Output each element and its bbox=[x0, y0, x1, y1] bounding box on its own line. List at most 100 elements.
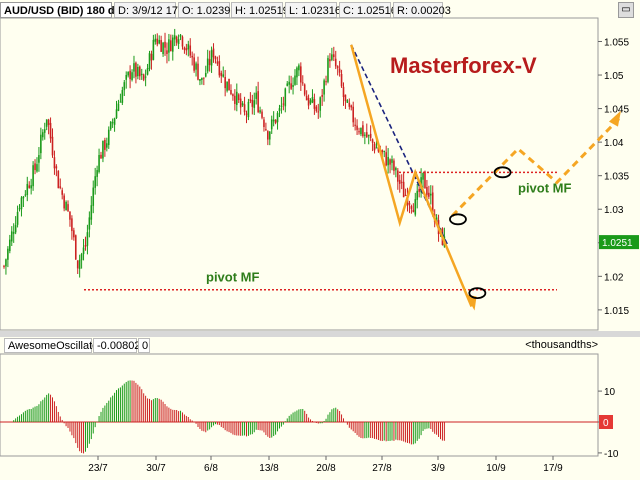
candle-body bbox=[168, 39, 170, 53]
price-axis-label: 1.03 bbox=[604, 205, 624, 216]
candle-body bbox=[16, 211, 19, 225]
candle-body bbox=[51, 136, 54, 156]
candle-body bbox=[234, 95, 236, 104]
candle-body bbox=[111, 122, 114, 124]
candle-body bbox=[43, 129, 46, 133]
oscillator-name[interactable]: AwesomeOscillator bbox=[4, 338, 102, 353]
candle-body bbox=[290, 83, 292, 89]
candle-body bbox=[40, 134, 42, 154]
candle-body bbox=[199, 79, 201, 81]
candle-body bbox=[160, 40, 162, 52]
candle-body bbox=[385, 152, 387, 166]
candle-body bbox=[73, 230, 75, 238]
candle-body bbox=[102, 140, 104, 159]
candle-body bbox=[305, 95, 308, 101]
candle-body bbox=[333, 54, 335, 58]
candle-body bbox=[204, 72, 207, 77]
window-menu-icon[interactable]: ▭ bbox=[618, 2, 634, 18]
candle-body bbox=[76, 260, 79, 269]
candle-body bbox=[404, 194, 407, 196]
x-axis-label: 10/9 bbox=[486, 463, 506, 474]
candle-body bbox=[171, 37, 174, 52]
candle-body bbox=[309, 100, 312, 104]
candle-body bbox=[166, 50, 168, 54]
candle-body bbox=[216, 61, 219, 64]
candle-body bbox=[26, 183, 29, 196]
candle-body bbox=[115, 109, 118, 118]
candle-body bbox=[301, 82, 304, 84]
price-axis-label: 1.025 bbox=[604, 239, 629, 250]
candle-body bbox=[36, 164, 38, 172]
candle-body bbox=[53, 157, 56, 169]
target-marker bbox=[493, 166, 512, 179]
candle-body bbox=[344, 94, 347, 102]
candle-body bbox=[45, 119, 48, 127]
oscillator-value: -0.008022 bbox=[93, 338, 147, 353]
candle-body bbox=[338, 68, 341, 73]
low-readout: L: 1.02316 bbox=[285, 2, 341, 18]
candle-body bbox=[170, 40, 172, 51]
candle-body bbox=[137, 66, 139, 77]
candle-body bbox=[10, 231, 13, 242]
candle-body bbox=[127, 71, 129, 76]
candle-body bbox=[38, 155, 40, 163]
candle-body bbox=[158, 39, 160, 44]
candle-body bbox=[189, 45, 192, 56]
candle-body bbox=[317, 111, 320, 113]
osc-zero-tag bbox=[599, 415, 613, 429]
candle-body bbox=[280, 105, 283, 107]
candle-body bbox=[237, 94, 240, 100]
candle-body bbox=[63, 195, 65, 209]
candle-body bbox=[156, 38, 159, 45]
candle-body bbox=[197, 63, 199, 80]
candle-body bbox=[276, 112, 279, 123]
candle-body bbox=[107, 129, 110, 146]
candle-body bbox=[177, 39, 180, 45]
candle-body bbox=[154, 38, 157, 42]
info-icon[interactable]: i bbox=[5, 24, 17, 36]
candle-body bbox=[369, 133, 372, 138]
symbol-title[interactable]: AUD/USD (BID) 180 d 4h bbox=[0, 2, 131, 18]
candle-body bbox=[331, 54, 333, 60]
candle-body bbox=[437, 220, 440, 235]
candle-body bbox=[424, 171, 426, 189]
price-panel bbox=[0, 17, 599, 331]
x-axis-label: 17/9 bbox=[543, 463, 563, 474]
candle-body bbox=[59, 186, 62, 188]
candle-body bbox=[367, 135, 370, 137]
candle-body bbox=[278, 108, 281, 111]
candle-body bbox=[24, 194, 27, 196]
x-axis-label: 13/8 bbox=[259, 463, 279, 474]
candle-body bbox=[303, 84, 306, 95]
osc-zero-label: 0 bbox=[603, 418, 609, 429]
candle-body bbox=[20, 197, 23, 210]
price-axis-label: 1.05 bbox=[604, 71, 624, 82]
candle-body bbox=[288, 81, 290, 85]
target-marker bbox=[468, 287, 487, 299]
close-readout: C: 1.02516 bbox=[339, 2, 397, 18]
candle-body bbox=[224, 76, 226, 89]
candle-body bbox=[239, 98, 242, 108]
osc-axis-label: 10 bbox=[604, 387, 616, 398]
candle-body bbox=[121, 90, 124, 103]
candle-body bbox=[325, 81, 327, 83]
candle-body bbox=[362, 125, 364, 137]
candle-body bbox=[400, 181, 403, 183]
candle-body bbox=[100, 154, 102, 159]
candle-body bbox=[274, 119, 277, 124]
candle-body bbox=[395, 167, 397, 171]
candle-body bbox=[84, 244, 87, 247]
candle-body bbox=[261, 111, 263, 118]
candle-body bbox=[7, 248, 9, 260]
candle-body bbox=[181, 36, 184, 47]
candle-body bbox=[321, 94, 323, 97]
projection-arrowhead bbox=[608, 110, 621, 127]
candle-body bbox=[28, 185, 31, 188]
candle-body bbox=[109, 121, 112, 130]
candle-body bbox=[164, 41, 166, 48]
candle-body bbox=[435, 217, 438, 223]
candle-body bbox=[212, 48, 215, 58]
candle-body bbox=[175, 36, 178, 43]
candle-body bbox=[187, 44, 190, 50]
candle-body bbox=[348, 102, 351, 107]
